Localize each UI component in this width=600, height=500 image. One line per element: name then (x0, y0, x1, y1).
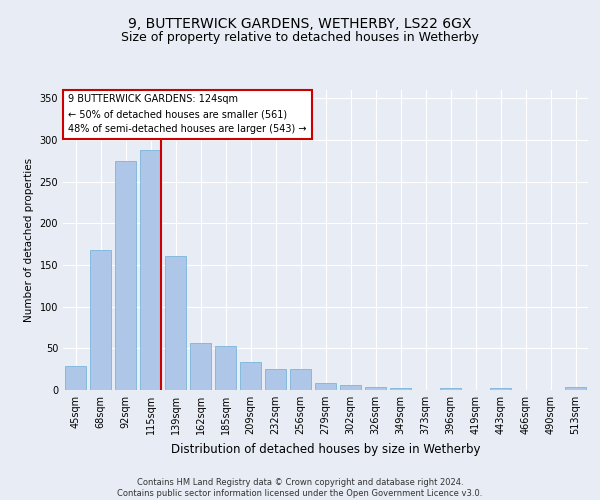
Bar (290, 369, 311, 390)
Bar (565, 386, 586, 390)
Bar (140, 150, 161, 390)
Y-axis label: Number of detached properties: Number of detached properties (24, 158, 34, 322)
X-axis label: Distribution of detached houses by size in Wetherby: Distribution of detached houses by size … (171, 442, 480, 456)
Bar (215, 346, 236, 390)
Text: 9 BUTTERWICK GARDENS: 124sqm
← 50% of detached houses are smaller (561)
48% of s: 9 BUTTERWICK GARDENS: 124sqm ← 50% of de… (68, 94, 307, 134)
Bar (240, 362, 261, 390)
Bar (440, 388, 461, 390)
Bar (365, 386, 386, 390)
Bar (65, 366, 86, 390)
Bar (115, 161, 136, 390)
Text: Contains HM Land Registry data © Crown copyright and database right 2024.
Contai: Contains HM Land Registry data © Crown c… (118, 478, 482, 498)
Bar (390, 388, 411, 390)
Bar (90, 250, 111, 390)
Bar (340, 385, 361, 390)
Bar (165, 256, 186, 390)
Text: 9, BUTTERWICK GARDENS, WETHERBY, LS22 6GX: 9, BUTTERWICK GARDENS, WETHERBY, LS22 6G… (128, 18, 472, 32)
Bar (315, 382, 336, 390)
Text: Size of property relative to detached houses in Wetherby: Size of property relative to detached ho… (121, 31, 479, 44)
Bar (490, 388, 511, 390)
Bar (190, 342, 211, 390)
Bar (265, 369, 286, 390)
